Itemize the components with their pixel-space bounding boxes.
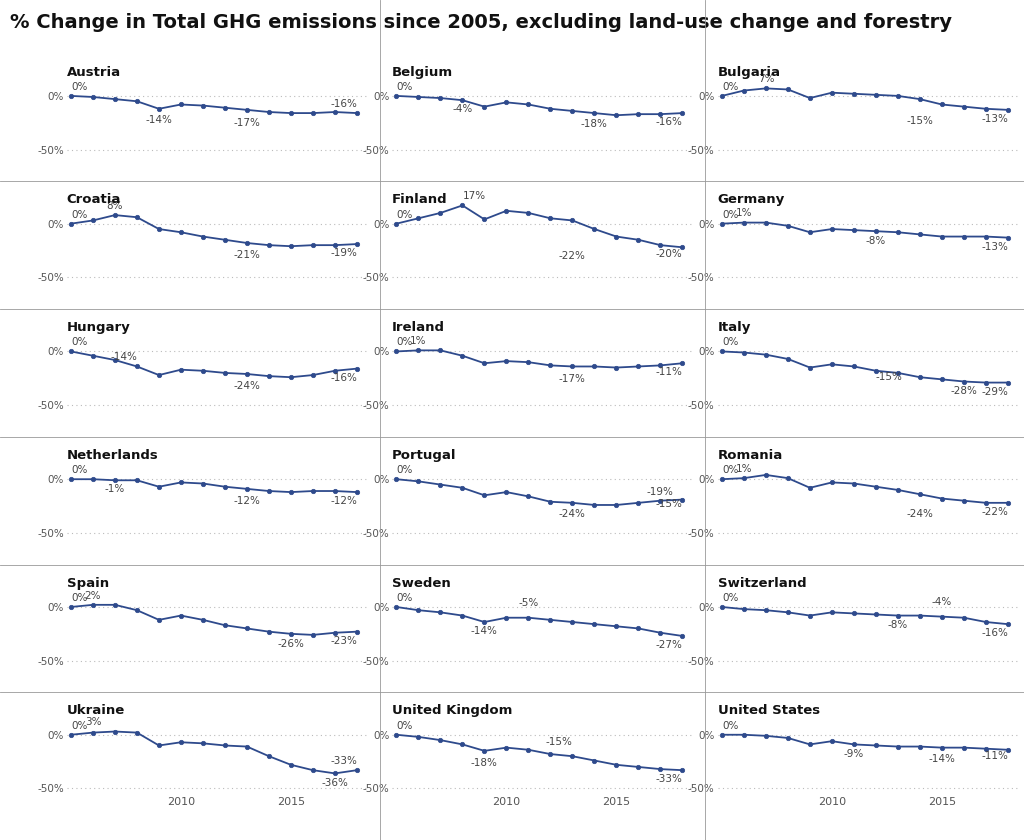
Text: 0%: 0% — [722, 338, 738, 347]
Text: -15%: -15% — [546, 737, 572, 747]
Text: Croatia: Croatia — [67, 193, 121, 207]
Text: Sweden: Sweden — [392, 577, 451, 590]
Text: 1%: 1% — [735, 464, 753, 474]
Text: -17%: -17% — [233, 118, 260, 129]
Text: 0%: 0% — [722, 465, 738, 475]
Text: -27%: -27% — [655, 640, 682, 650]
Text: 0%: 0% — [71, 209, 87, 219]
Text: -23%: -23% — [330, 636, 357, 646]
Text: Ireland: Ireland — [392, 321, 445, 334]
Text: 7%: 7% — [758, 74, 774, 84]
Text: 0%: 0% — [71, 593, 87, 603]
Text: Portugal: Portugal — [392, 449, 457, 462]
Text: -4%: -4% — [932, 597, 952, 607]
Text: Austria: Austria — [67, 66, 121, 79]
Text: 0%: 0% — [396, 81, 413, 92]
Text: -8%: -8% — [865, 236, 886, 246]
Text: United Kingdom: United Kingdom — [392, 705, 512, 717]
Text: -24%: -24% — [233, 381, 260, 391]
Text: 0%: 0% — [396, 209, 413, 219]
Text: 2%: 2% — [85, 591, 101, 601]
Text: -16%: -16% — [655, 118, 682, 127]
Text: -19%: -19% — [647, 486, 674, 496]
Text: -4%: -4% — [453, 104, 472, 114]
Text: 0%: 0% — [722, 209, 738, 219]
Text: -22%: -22% — [981, 507, 1008, 517]
Text: 0%: 0% — [71, 465, 87, 475]
Text: 3%: 3% — [85, 717, 101, 727]
Text: -13%: -13% — [981, 114, 1008, 124]
Text: 0%: 0% — [722, 81, 738, 92]
Text: 0%: 0% — [396, 721, 413, 731]
Text: -18%: -18% — [581, 119, 608, 129]
Text: Bulgaria: Bulgaria — [718, 66, 780, 79]
Text: 0%: 0% — [396, 593, 413, 603]
Text: -24%: -24% — [559, 509, 586, 519]
Text: -16%: -16% — [330, 99, 357, 109]
Text: 1%: 1% — [735, 208, 753, 218]
Text: -1%: -1% — [104, 485, 125, 495]
Text: 0%: 0% — [722, 593, 738, 603]
Text: -9%: -9% — [844, 748, 864, 759]
Text: -33%: -33% — [330, 756, 357, 766]
Text: 0%: 0% — [71, 81, 87, 92]
Text: -11%: -11% — [655, 367, 682, 377]
Text: -20%: -20% — [655, 249, 682, 260]
Text: -14%: -14% — [110, 352, 137, 362]
Text: -21%: -21% — [233, 250, 260, 260]
Text: % Change in Total GHG emissions since 2005, excluding land-use change and forest: % Change in Total GHG emissions since 20… — [10, 13, 952, 32]
Text: -15%: -15% — [655, 500, 682, 510]
Text: Hungary: Hungary — [67, 321, 130, 334]
Text: -14%: -14% — [145, 115, 172, 125]
Text: Netherlands: Netherlands — [67, 449, 159, 462]
Text: -11%: -11% — [981, 751, 1008, 761]
Text: -16%: -16% — [330, 373, 357, 383]
Text: -24%: -24% — [906, 509, 933, 519]
Text: Belgium: Belgium — [392, 66, 454, 79]
Text: 0%: 0% — [396, 465, 413, 475]
Text: Ukraine: Ukraine — [67, 705, 125, 717]
Text: -29%: -29% — [981, 386, 1008, 396]
Text: -5%: -5% — [518, 598, 539, 608]
Text: -19%: -19% — [330, 249, 357, 258]
Text: 0%: 0% — [722, 721, 738, 731]
Text: Romania: Romania — [718, 449, 782, 462]
Text: 17%: 17% — [463, 192, 485, 202]
Text: -28%: -28% — [950, 386, 977, 396]
Text: Spain: Spain — [67, 577, 109, 590]
Text: Germany: Germany — [718, 193, 784, 207]
Text: -18%: -18% — [471, 759, 498, 769]
Text: -12%: -12% — [233, 496, 260, 507]
Text: 1%: 1% — [411, 336, 427, 346]
Text: -33%: -33% — [655, 774, 682, 785]
Text: -13%: -13% — [981, 242, 1008, 252]
Text: -8%: -8% — [888, 620, 908, 630]
Text: -36%: -36% — [322, 778, 348, 788]
Text: -16%: -16% — [981, 628, 1008, 638]
Text: 0%: 0% — [71, 721, 87, 731]
Text: United States: United States — [718, 705, 819, 717]
Text: 8%: 8% — [106, 201, 123, 211]
Text: -22%: -22% — [559, 251, 586, 261]
Text: -14%: -14% — [471, 626, 498, 636]
Text: -26%: -26% — [278, 639, 304, 649]
Text: Switzerland: Switzerland — [718, 577, 806, 590]
Text: Finland: Finland — [392, 193, 447, 207]
Text: -12%: -12% — [330, 496, 357, 507]
Text: -15%: -15% — [906, 116, 933, 126]
Text: Italy: Italy — [718, 321, 751, 334]
Text: -17%: -17% — [559, 374, 586, 384]
Text: -15%: -15% — [876, 372, 903, 381]
Text: 0%: 0% — [71, 338, 87, 347]
Text: 0%: 0% — [396, 338, 413, 347]
Text: -14%: -14% — [929, 754, 955, 764]
